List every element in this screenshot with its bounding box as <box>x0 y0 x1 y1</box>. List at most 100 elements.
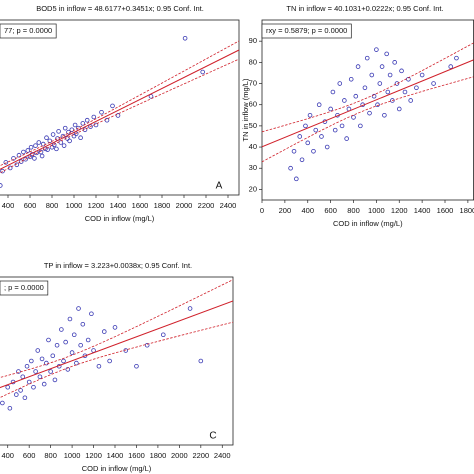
data-point <box>39 356 45 362</box>
data-point <box>5 384 11 390</box>
data-point <box>62 125 68 131</box>
x-tick-label: 1000 <box>368 206 385 215</box>
data-point <box>71 332 77 338</box>
data-point <box>367 110 372 116</box>
x-tick-label: 1400 <box>107 451 124 460</box>
data-point <box>351 115 356 120</box>
x-tick-label: 600 <box>24 201 37 210</box>
data-point <box>402 89 408 95</box>
stat-box <box>261 23 352 39</box>
data-point <box>44 360 49 366</box>
data-point <box>46 337 51 343</box>
data-point <box>115 113 121 118</box>
chart-title: TN in inflow = 40.1031+0.0222x; 0.95 Con… <box>286 4 443 13</box>
y-tick-label: 70 <box>249 79 257 88</box>
data-point <box>369 72 375 78</box>
stat-annotation: rxy = 0.5879; p = 0.0000 <box>266 26 347 35</box>
data-point <box>32 156 37 161</box>
data-point <box>319 134 324 139</box>
data-point <box>80 321 86 327</box>
data-point <box>379 64 385 69</box>
x-tick-label: 2200 <box>192 451 209 460</box>
x-tick-label: 1600 <box>132 201 149 210</box>
data-point <box>385 89 391 95</box>
confidence-band <box>0 40 239 167</box>
data-point <box>390 98 395 103</box>
confidence-band <box>0 279 233 378</box>
x-tick-label: 800 <box>44 451 57 460</box>
data-point <box>67 138 72 144</box>
data-point <box>182 35 188 41</box>
confidence-band <box>262 76 474 163</box>
data-point <box>54 342 60 348</box>
data-point <box>7 165 13 171</box>
data-point <box>89 311 94 317</box>
stat-annotation: ; p = 0.0000 <box>4 283 44 292</box>
y-axis-title: TN in inflow (mg/L) <box>241 78 250 141</box>
plot-content <box>0 279 233 411</box>
data-point <box>291 148 297 154</box>
data-point <box>18 159 24 164</box>
x-tick-label: 1800 <box>460 206 474 215</box>
data-point <box>35 348 41 353</box>
x-tick-label: 1600 <box>437 206 454 215</box>
x-tick-label: 400 <box>301 206 314 215</box>
x-tick-label: 600 <box>324 206 337 215</box>
stat-box <box>0 23 57 39</box>
data-point <box>65 367 71 372</box>
data-point <box>69 127 75 133</box>
x-tick-label: 800 <box>347 206 360 215</box>
data-point <box>23 156 28 162</box>
data-point <box>337 81 343 86</box>
plot-frame <box>261 19 474 201</box>
data-point <box>355 64 361 69</box>
regression-line <box>0 49 239 170</box>
x-tick-label: 2000 <box>176 201 193 210</box>
data-point <box>377 81 383 86</box>
data-point <box>362 85 368 91</box>
data-point <box>330 89 336 95</box>
data-point <box>110 103 115 109</box>
data-point <box>96 363 102 369</box>
y-tick-label: 60 <box>249 100 257 109</box>
data-point <box>39 153 45 159</box>
data-point <box>454 55 459 61</box>
data-point <box>339 123 345 129</box>
data-point <box>7 405 13 411</box>
plot-frame <box>0 276 234 446</box>
data-point <box>431 81 436 86</box>
data-point <box>374 47 379 52</box>
data-point <box>22 395 28 401</box>
x-tick-label: 1600 <box>128 451 145 460</box>
stat-box <box>0 280 49 296</box>
regression-line <box>0 300 233 389</box>
data-point <box>36 140 42 145</box>
data-point <box>348 76 354 82</box>
confidence-band <box>0 321 233 399</box>
data-point <box>91 114 97 120</box>
data-point <box>80 121 86 126</box>
data-point <box>24 363 30 369</box>
stat-annotation: 77; p = 0.0000 <box>4 26 52 35</box>
data-point <box>63 339 68 345</box>
data-point <box>399 68 404 74</box>
data-point <box>313 127 319 133</box>
data-point <box>99 109 104 115</box>
data-point <box>25 148 31 153</box>
regression-line <box>262 59 474 148</box>
data-point <box>299 157 305 163</box>
data-point <box>40 141 46 147</box>
y-tick-label: 80 <box>249 57 257 66</box>
data-point <box>84 117 90 123</box>
data-point <box>414 85 419 91</box>
data-point <box>187 306 193 311</box>
data-point <box>31 384 36 390</box>
data-point <box>382 112 387 118</box>
data-point <box>328 106 333 112</box>
data-point <box>28 144 34 150</box>
data-point <box>332 127 338 133</box>
data-point <box>38 149 44 155</box>
data-point <box>72 122 78 128</box>
data-point <box>0 183 3 188</box>
data-point <box>344 136 349 141</box>
